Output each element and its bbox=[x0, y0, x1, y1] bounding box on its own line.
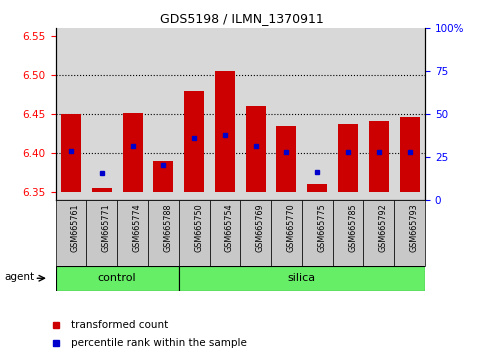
Text: GSM665750: GSM665750 bbox=[194, 203, 203, 252]
Bar bbox=[56, 266, 179, 291]
Bar bbox=[123, 113, 142, 192]
Bar bbox=[338, 124, 358, 192]
Text: GSM665792: GSM665792 bbox=[379, 203, 388, 252]
Bar bbox=[307, 184, 327, 192]
Bar bbox=[276, 126, 297, 192]
Text: percentile rank within the sample: percentile rank within the sample bbox=[71, 338, 246, 348]
Bar bbox=[364, 200, 394, 266]
Bar bbox=[271, 200, 302, 266]
Bar bbox=[148, 200, 179, 266]
Bar bbox=[153, 161, 173, 192]
Bar bbox=[86, 200, 117, 266]
Bar bbox=[184, 91, 204, 192]
Text: GSM665771: GSM665771 bbox=[102, 203, 111, 252]
Text: GSM665775: GSM665775 bbox=[317, 203, 327, 252]
Text: GSM665788: GSM665788 bbox=[163, 203, 172, 252]
Bar bbox=[61, 114, 81, 192]
Bar bbox=[369, 121, 389, 192]
Text: GSM665793: GSM665793 bbox=[410, 203, 419, 252]
Bar bbox=[56, 200, 86, 266]
Bar bbox=[240, 200, 271, 266]
Bar bbox=[302, 200, 333, 266]
Text: GSM665754: GSM665754 bbox=[225, 203, 234, 252]
Bar bbox=[117, 200, 148, 266]
Bar bbox=[333, 200, 364, 266]
Bar bbox=[210, 200, 240, 266]
Text: control: control bbox=[98, 273, 136, 283]
Text: GDS5198 / ILMN_1370911: GDS5198 / ILMN_1370911 bbox=[159, 12, 324, 25]
Bar bbox=[92, 188, 112, 192]
Text: silica: silica bbox=[288, 273, 316, 283]
Bar bbox=[215, 71, 235, 192]
Text: agent: agent bbox=[4, 272, 35, 282]
Text: GSM665770: GSM665770 bbox=[286, 203, 296, 252]
Bar bbox=[394, 200, 425, 266]
Bar bbox=[399, 117, 420, 192]
Bar bbox=[179, 200, 210, 266]
Bar bbox=[246, 106, 266, 192]
Text: transformed count: transformed count bbox=[71, 320, 168, 330]
Text: GSM665761: GSM665761 bbox=[71, 203, 80, 252]
Text: GSM665785: GSM665785 bbox=[348, 203, 357, 252]
Text: GSM665769: GSM665769 bbox=[256, 203, 265, 252]
Text: GSM665774: GSM665774 bbox=[132, 203, 142, 252]
Bar bbox=[179, 266, 425, 291]
